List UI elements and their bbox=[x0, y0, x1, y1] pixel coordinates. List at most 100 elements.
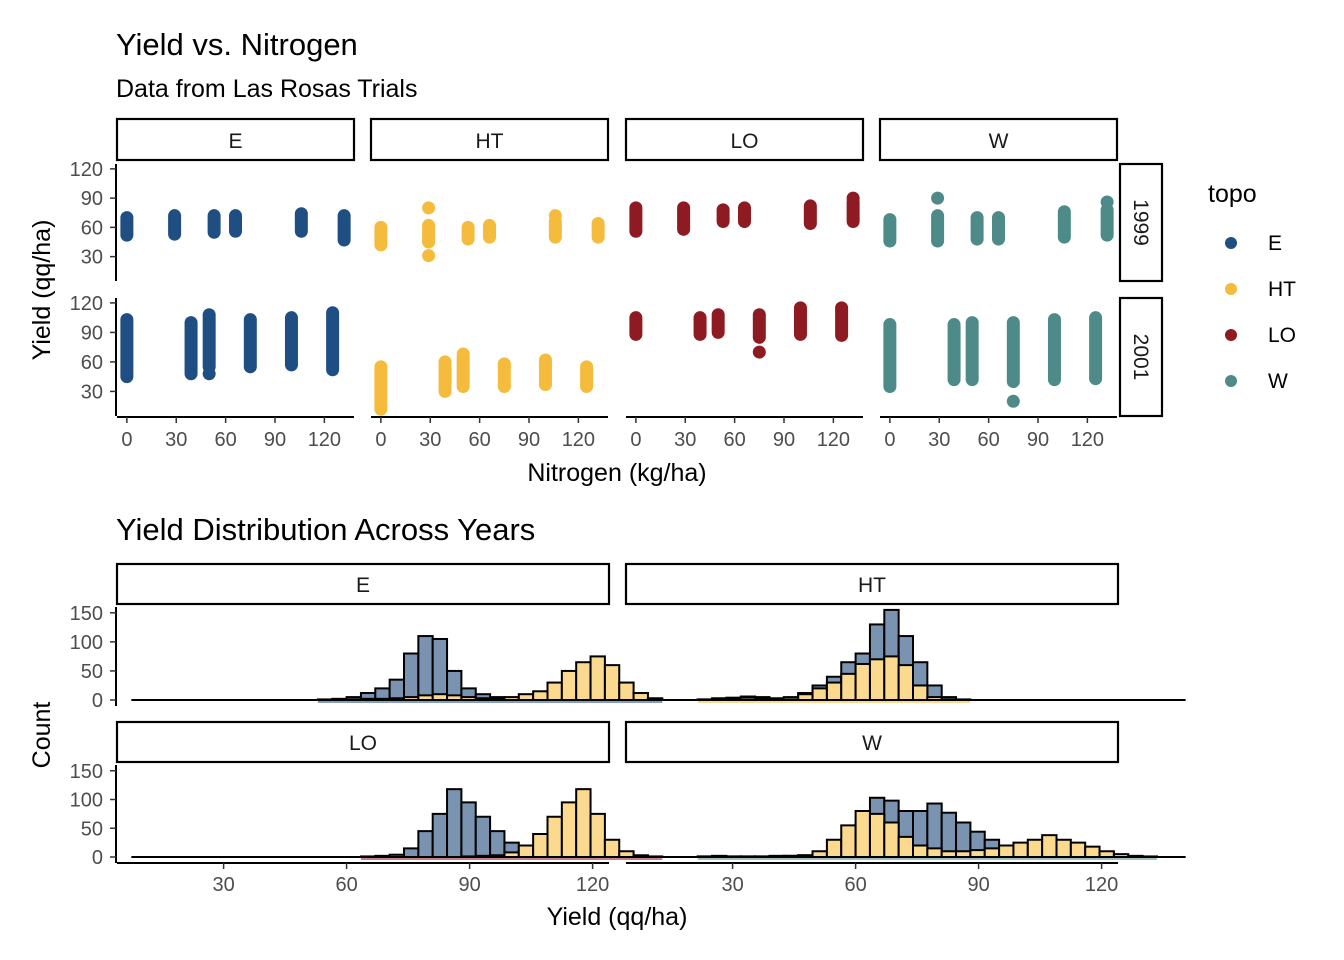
legend-title: topo bbox=[1208, 180, 1257, 208]
hist-bar-lo-2001 bbox=[417, 830, 434, 858]
hist-bar-ht-1999 bbox=[912, 684, 929, 701]
hist-bar-e-1999 bbox=[560, 669, 578, 701]
histogram-x-axis-title: Yield (qq/ha) bbox=[547, 903, 688, 931]
point-ht-1999 bbox=[422, 201, 436, 215]
point-cluster-ht-1999-132 bbox=[591, 216, 605, 244]
hist-x-tick-label-lo-120: 120 bbox=[576, 874, 609, 896]
x-tick-label-w-30: 30 bbox=[928, 429, 950, 451]
strip-ht bbox=[369, 117, 610, 162]
point-cluster-e-1999-29 bbox=[168, 209, 182, 241]
hist-x-tick-label-w-60: 60 bbox=[844, 874, 866, 896]
hist-bar-w-1999 bbox=[1026, 838, 1044, 858]
hist-bar-ht-1999 bbox=[754, 697, 771, 701]
x-tick-label-e-60: 60 bbox=[215, 429, 237, 451]
hist-bar-e-1999 bbox=[417, 694, 434, 701]
hist-y-tick-label-lo-100: 100 bbox=[70, 790, 103, 812]
point-cluster-e-1999-66 bbox=[229, 209, 242, 238]
hist-bar-ht-1999 bbox=[725, 697, 742, 701]
legend-key-e bbox=[1225, 237, 1237, 249]
hist-bar-lo-1999 bbox=[517, 844, 535, 858]
hist-x-tick-label-lo-60: 60 bbox=[335, 874, 357, 896]
hist-bar-lo-1999 bbox=[546, 815, 563, 858]
hist-bar-ht-1999 bbox=[797, 693, 814, 701]
hist-y-tick-label-lo-0: 0 bbox=[92, 847, 103, 869]
hist-bar-w-1999 bbox=[1055, 838, 1072, 858]
hist-x-tick-label-w-120: 120 bbox=[1085, 874, 1118, 896]
point-cluster-w-1999-106 bbox=[1057, 205, 1071, 244]
strip-label-lo: LO bbox=[730, 130, 758, 153]
hist-bar-w-1999 bbox=[912, 844, 929, 858]
point-cluster-ht-2001-100 bbox=[538, 353, 552, 392]
point-cluster-w-1999-29 bbox=[931, 209, 945, 248]
hist-bar-e-2001 bbox=[403, 652, 420, 701]
strip-year-1999 bbox=[1118, 162, 1164, 283]
point-cluster-e-2001-39 bbox=[184, 316, 198, 381]
histogram-y-axis-title: Count bbox=[28, 702, 56, 769]
hist-bar-w-1999 bbox=[883, 821, 900, 858]
hist-bar-w-1999 bbox=[969, 849, 986, 858]
hist-bar-w-1999 bbox=[854, 810, 871, 858]
x-tick-label-e-30: 30 bbox=[165, 429, 187, 451]
x-tick-label-ht-120: 120 bbox=[562, 429, 595, 451]
hist-rug-ht bbox=[726, 699, 741, 703]
point-cluster-w-1999-132 bbox=[1100, 203, 1114, 242]
histogram-title: Yield Distribution Across Years bbox=[116, 512, 535, 547]
hist-bar-e-1999 bbox=[517, 693, 535, 701]
point-cluster-w-2001-125 bbox=[1089, 311, 1103, 386]
hist-bar-e-1999 bbox=[503, 696, 520, 701]
hist-bar-w-1999 bbox=[998, 844, 1015, 858]
hist-bar-ht-1999 bbox=[825, 681, 843, 701]
point-cluster-w-2001-50 bbox=[965, 316, 979, 387]
legend-key-w bbox=[1225, 375, 1237, 387]
hist-bar-e-1999 bbox=[474, 697, 492, 701]
hist-bar-w-1999 bbox=[1012, 841, 1029, 858]
hist-bar-lo-2001 bbox=[460, 801, 477, 858]
hist-rug-lo bbox=[375, 856, 390, 860]
point-cluster-ht-1999-53 bbox=[461, 220, 475, 246]
hist-bar-ht-1999 bbox=[854, 662, 871, 702]
point-cluster-ht-2001-39 bbox=[438, 355, 452, 398]
point-cluster-w-2001-75 bbox=[1006, 316, 1020, 389]
point-cluster-ht-2001-0 bbox=[374, 360, 388, 416]
point-cluster-w-2001-100 bbox=[1047, 313, 1061, 387]
hist-bar-e-1999 bbox=[575, 661, 592, 701]
x-tick-label-lo-60: 60 bbox=[724, 429, 746, 451]
y-tick-label-2001-120: 120 bbox=[70, 293, 103, 315]
hist-bar-e-2001 bbox=[431, 637, 449, 701]
point-cluster-lo-2001-0 bbox=[629, 311, 643, 341]
hist-bar-w-1999 bbox=[739, 855, 757, 858]
hist-y-tick-label-lo-150: 150 bbox=[70, 761, 103, 783]
point-cluster-e-2001-125 bbox=[326, 306, 340, 377]
y-tick-label-1999-90: 90 bbox=[81, 188, 103, 210]
legend-label-e: E bbox=[1268, 232, 1282, 255]
point-ht-1999 bbox=[422, 249, 436, 263]
hist-bar-w-1999 bbox=[768, 855, 785, 858]
hist-rug-w bbox=[712, 856, 727, 860]
strip-w bbox=[878, 117, 1119, 162]
hist-x-tick-label-lo-30: 30 bbox=[212, 874, 234, 896]
hist-bar-ht-1999 bbox=[926, 696, 943, 701]
hist-bar-w-1999 bbox=[811, 850, 828, 858]
hist-bar-ht-1999 bbox=[711, 697, 728, 702]
hist-bar-e-1999 bbox=[546, 681, 563, 701]
point-w-2001 bbox=[1006, 394, 1020, 408]
point-ht-1999 bbox=[548, 209, 562, 223]
hist-bar-e-1999 bbox=[603, 664, 621, 701]
point-ht-2001 bbox=[456, 347, 470, 361]
hist-bar-lo-1999 bbox=[489, 854, 506, 859]
hist-bar-lo-2001 bbox=[474, 815, 492, 858]
hist-bar-w-1999 bbox=[868, 812, 886, 858]
point-cluster-w-1999-53 bbox=[970, 211, 984, 246]
hist-bar-lo-2001 bbox=[431, 812, 449, 858]
hist-bar-w-1999 bbox=[1112, 853, 1130, 858]
x-tick-label-w-60: 60 bbox=[978, 429, 1000, 451]
strip-label-1999: 1999 bbox=[1129, 199, 1152, 246]
point-cluster-e-2001-100 bbox=[284, 311, 298, 372]
point-cluster-lo-1999-29 bbox=[677, 201, 691, 236]
hist-bar-e-1999 bbox=[345, 698, 362, 702]
hist-bar-w-1999 bbox=[797, 854, 814, 859]
hist-x-tick-label-w-90: 90 bbox=[967, 874, 989, 896]
hist-bar-w-1999 bbox=[1141, 855, 1158, 858]
x-tick-label-ht-90: 90 bbox=[518, 429, 540, 451]
legend-label-lo: LO bbox=[1268, 324, 1296, 347]
